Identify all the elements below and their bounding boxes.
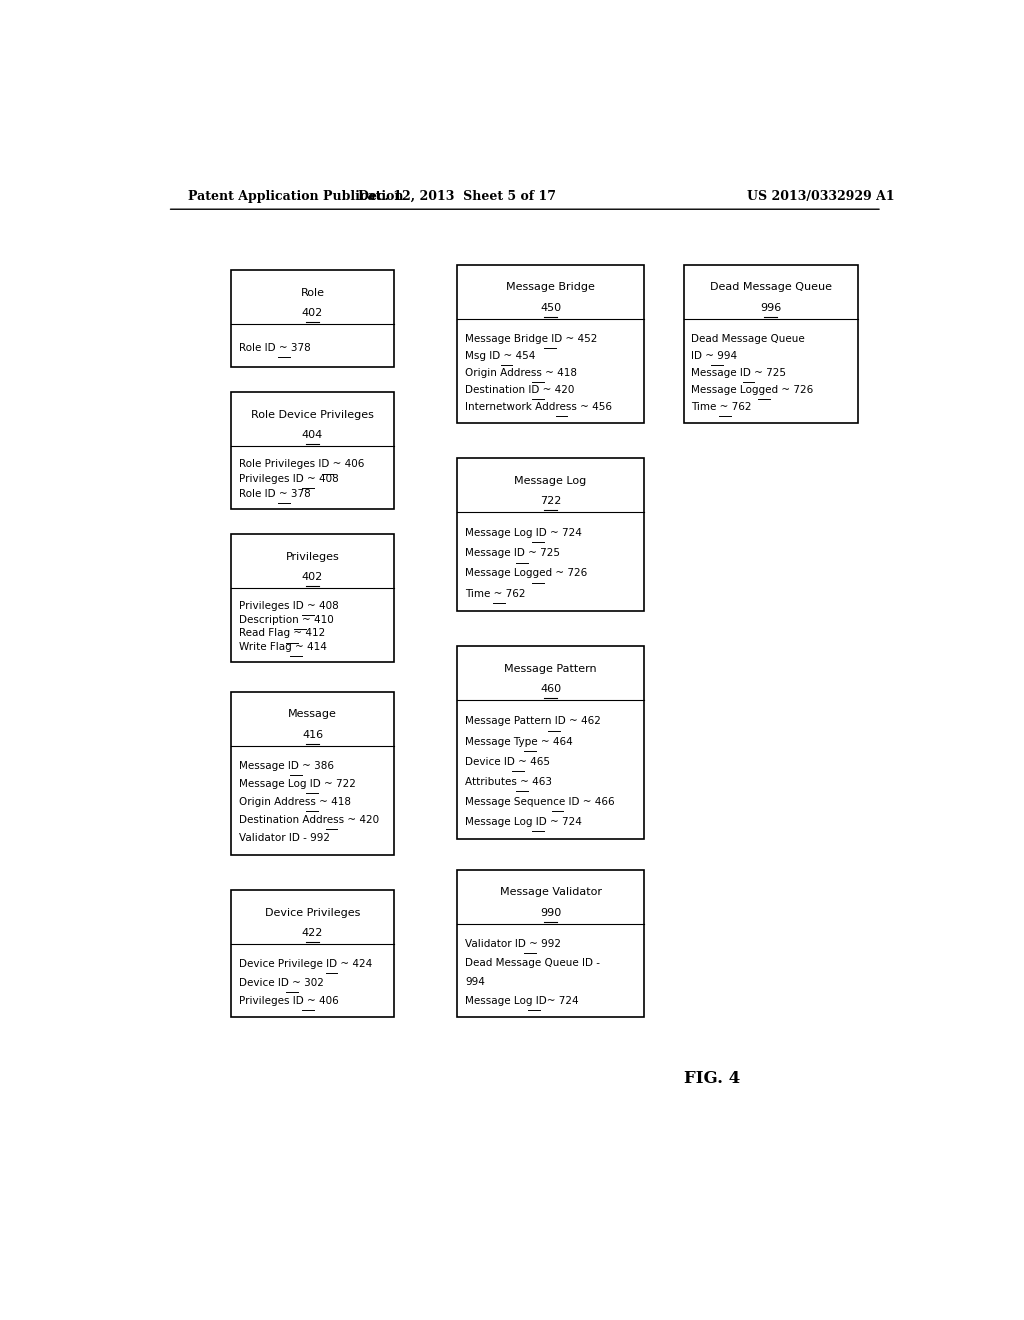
Text: Dead Message Queue: Dead Message Queue <box>710 282 831 293</box>
Text: FIG. 4: FIG. 4 <box>684 1069 739 1086</box>
Text: Device Privilege ID ~ 424: Device Privilege ID ~ 424 <box>240 960 373 969</box>
Text: Attributes ~ 463: Attributes ~ 463 <box>465 777 552 787</box>
Text: ID ~ 994: ID ~ 994 <box>691 351 737 360</box>
Text: Message Log ID~ 724: Message Log ID~ 724 <box>465 995 579 1006</box>
Text: Message Logged ~ 726: Message Logged ~ 726 <box>691 384 814 395</box>
Text: Privileges ID ~ 408: Privileges ID ~ 408 <box>240 474 339 484</box>
Text: Message Type ~ 464: Message Type ~ 464 <box>465 737 573 747</box>
Text: US 2013/0332929 A1: US 2013/0332929 A1 <box>748 190 895 202</box>
Text: Origin Address ~ 418: Origin Address ~ 418 <box>465 368 578 378</box>
Text: Role Device Privileges: Role Device Privileges <box>251 409 374 420</box>
Bar <box>458 458 644 611</box>
Text: Dec. 12, 2013  Sheet 5 of 17: Dec. 12, 2013 Sheet 5 of 17 <box>358 190 556 202</box>
Text: Message Sequence ID ~ 466: Message Sequence ID ~ 466 <box>465 797 614 807</box>
Text: Time ~ 762: Time ~ 762 <box>465 589 525 598</box>
Bar <box>231 692 394 854</box>
Text: Privileges ID ~ 406: Privileges ID ~ 406 <box>240 995 339 1006</box>
Bar <box>231 271 394 367</box>
Text: Message Log: Message Log <box>514 475 587 486</box>
Text: Role ID ~ 378: Role ID ~ 378 <box>240 490 311 499</box>
Text: 460: 460 <box>540 684 561 694</box>
Bar <box>684 265 858 422</box>
Text: 990: 990 <box>540 908 561 917</box>
Text: Message ID ~ 386: Message ID ~ 386 <box>240 762 334 771</box>
Text: Privileges ID ~ 408: Privileges ID ~ 408 <box>240 601 339 611</box>
Text: Patent Application Publication: Patent Application Publication <box>187 190 403 202</box>
Text: Role: Role <box>300 288 325 297</box>
Text: Message: Message <box>288 709 337 719</box>
Bar <box>231 890 394 1018</box>
Text: Message Bridge ID ~ 452: Message Bridge ID ~ 452 <box>465 334 598 343</box>
Text: Internetwork Address ~ 456: Internetwork Address ~ 456 <box>465 401 612 412</box>
Text: Device ID ~ 302: Device ID ~ 302 <box>240 978 324 987</box>
Text: Privileges: Privileges <box>286 552 339 562</box>
Text: Msg ID ~ 454: Msg ID ~ 454 <box>465 351 536 360</box>
Text: Message Validator: Message Validator <box>500 887 601 898</box>
Text: Message Pattern: Message Pattern <box>504 664 597 673</box>
Text: 404: 404 <box>302 430 324 440</box>
Text: Message ID ~ 725: Message ID ~ 725 <box>691 368 786 378</box>
Text: Time ~ 762: Time ~ 762 <box>691 401 752 412</box>
Text: Destination ID ~ 420: Destination ID ~ 420 <box>465 384 574 395</box>
Text: 996: 996 <box>760 302 781 313</box>
Bar <box>458 265 644 422</box>
Text: 722: 722 <box>540 496 561 506</box>
Text: Destination Address ~ 420: Destination Address ~ 420 <box>240 816 379 825</box>
Text: Read Flag ~ 412: Read Flag ~ 412 <box>240 628 326 639</box>
Text: Origin Address ~ 418: Origin Address ~ 418 <box>240 797 351 807</box>
Text: 402: 402 <box>302 308 324 318</box>
Text: Message ID ~ 725: Message ID ~ 725 <box>465 548 560 558</box>
Text: Message Bridge: Message Bridge <box>506 282 595 293</box>
Text: Message Log ID ~ 722: Message Log ID ~ 722 <box>240 779 356 789</box>
Text: Role Privileges ID ~ 406: Role Privileges ID ~ 406 <box>240 459 365 470</box>
Text: Message Pattern ID ~ 462: Message Pattern ID ~ 462 <box>465 717 601 726</box>
Text: 422: 422 <box>302 928 324 939</box>
Text: Validator ID - 992: Validator ID - 992 <box>240 833 330 843</box>
Bar <box>458 870 644 1018</box>
Text: 402: 402 <box>302 572 324 582</box>
Text: Write Flag ~ 414: Write Flag ~ 414 <box>240 643 327 652</box>
Text: Device Privileges: Device Privileges <box>265 908 360 917</box>
Bar <box>458 647 644 840</box>
Text: 450: 450 <box>540 302 561 313</box>
Text: Message Log ID ~ 724: Message Log ID ~ 724 <box>465 528 583 539</box>
Text: Dead Message Queue: Dead Message Queue <box>691 334 805 343</box>
Text: Validator ID ~ 992: Validator ID ~ 992 <box>465 940 561 949</box>
Text: 994: 994 <box>465 977 485 987</box>
Text: Dead Message Queue ID -: Dead Message Queue ID - <box>465 958 600 968</box>
Bar <box>231 392 394 510</box>
Text: Message Log ID ~ 724: Message Log ID ~ 724 <box>465 817 583 828</box>
Text: Description ~ 410: Description ~ 410 <box>240 615 334 624</box>
Text: Message Logged ~ 726: Message Logged ~ 726 <box>465 569 588 578</box>
Text: Device ID ~ 465: Device ID ~ 465 <box>465 756 550 767</box>
Bar <box>231 535 394 661</box>
Text: Role ID ~ 378: Role ID ~ 378 <box>240 343 311 352</box>
Text: 416: 416 <box>302 730 324 739</box>
